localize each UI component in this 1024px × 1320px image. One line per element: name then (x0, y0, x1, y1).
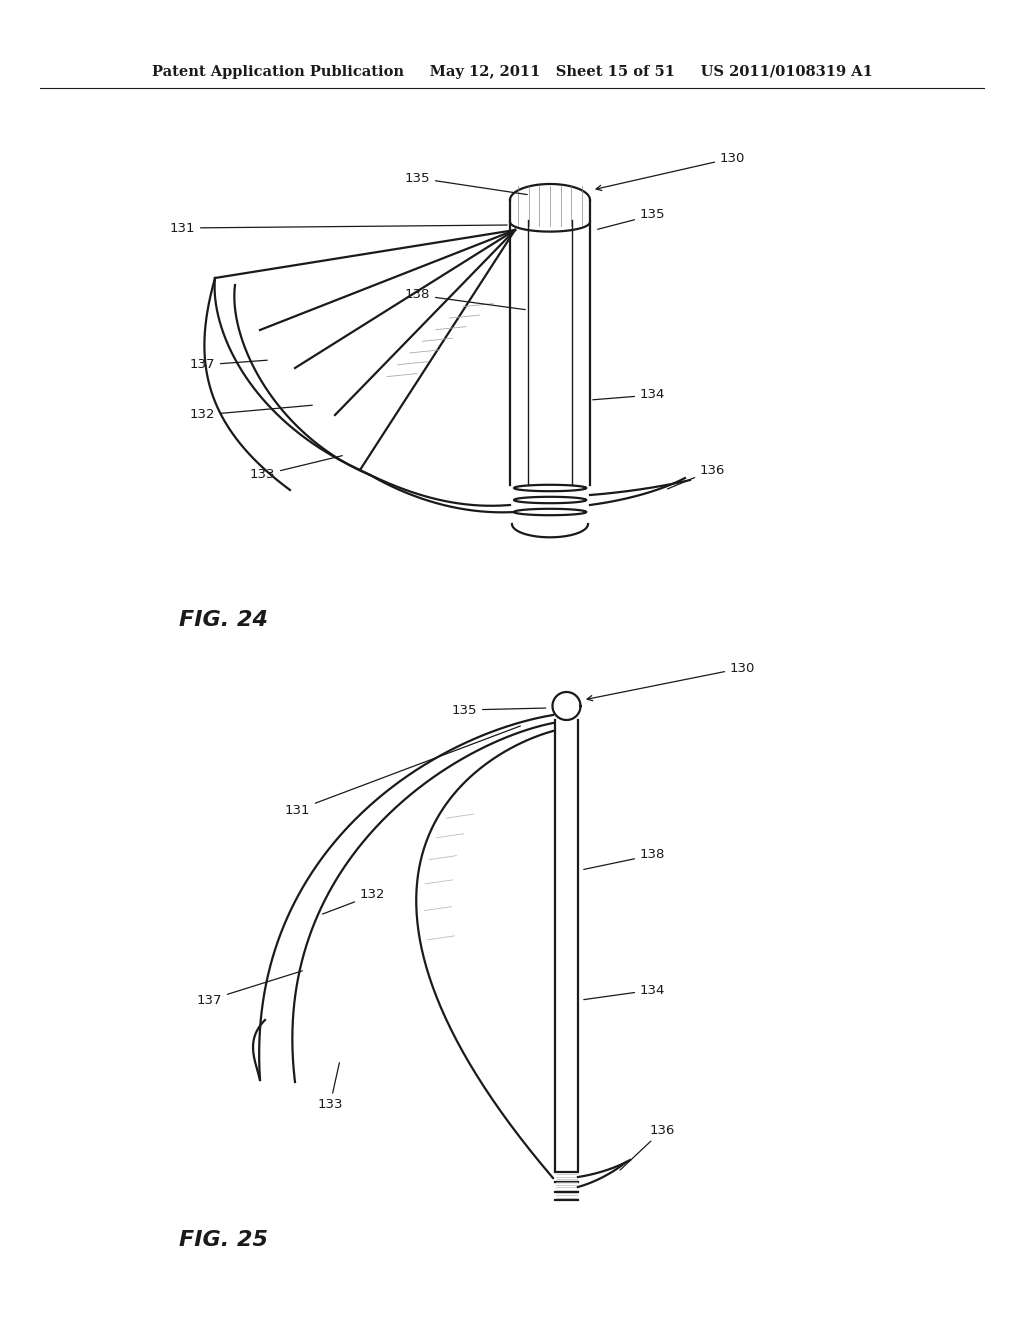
Text: 137: 137 (189, 359, 267, 371)
Text: 136: 136 (668, 463, 725, 488)
Text: 131: 131 (170, 222, 507, 235)
Text: 133: 133 (250, 455, 342, 482)
Text: 133: 133 (317, 1063, 343, 1111)
Text: 131: 131 (285, 726, 520, 817)
Text: 130: 130 (587, 661, 756, 701)
Text: 137: 137 (197, 970, 302, 1006)
Text: 136: 136 (620, 1123, 676, 1170)
Text: Patent Application Publication     May 12, 2011   Sheet 15 of 51     US 2011/010: Patent Application Publication May 12, 2… (152, 65, 872, 79)
Text: FIG. 24: FIG. 24 (179, 610, 268, 630)
Text: 135: 135 (452, 704, 546, 717)
Text: 134: 134 (593, 388, 666, 401)
Text: 132: 132 (189, 405, 312, 421)
Text: 135: 135 (404, 172, 527, 194)
Text: 138: 138 (404, 289, 525, 310)
Text: 135: 135 (598, 209, 666, 230)
Text: 132: 132 (323, 888, 385, 913)
Text: 130: 130 (596, 152, 745, 190)
Text: 138: 138 (584, 849, 666, 870)
Text: FIG. 25: FIG. 25 (179, 1230, 268, 1250)
Text: 134: 134 (584, 983, 666, 999)
